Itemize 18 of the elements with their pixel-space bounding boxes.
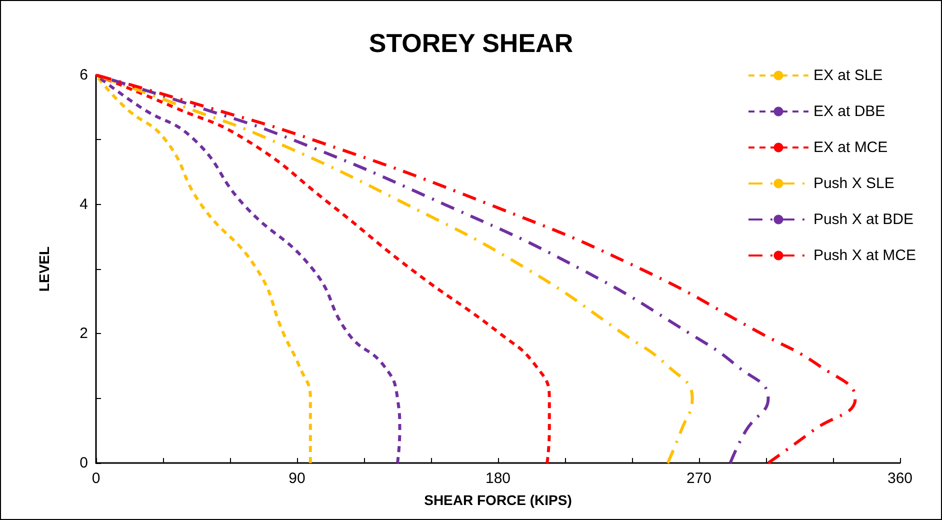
y-tick-label: 4 bbox=[80, 196, 88, 213]
y-tick-label: 2 bbox=[80, 325, 88, 342]
x-tick-label: 180 bbox=[485, 470, 511, 487]
legend-label: Push X at MCE bbox=[813, 247, 916, 264]
legend-label: Push X SLE bbox=[813, 175, 894, 192]
x-tick-label: 90 bbox=[288, 470, 306, 487]
legend-label: Push X at BDE bbox=[813, 211, 914, 228]
legend-label: EX at MCE bbox=[813, 139, 888, 156]
x-tick-label: 360 bbox=[887, 470, 913, 487]
legend-label: EX at SLE bbox=[813, 67, 883, 84]
y-axis-title: LEVEL bbox=[36, 246, 52, 292]
y-tick-label: 0 bbox=[80, 454, 88, 472]
x-axis-title: SHEAR FORCE (KIPS) bbox=[424, 492, 572, 508]
chart-title: STOREY SHEAR bbox=[368, 28, 574, 58]
x-tick-label: 270 bbox=[686, 470, 712, 487]
legend-label: EX at DBE bbox=[813, 103, 886, 120]
y-tick-label: 6 bbox=[80, 66, 88, 84]
x-tick-label: 0 bbox=[92, 470, 100, 487]
